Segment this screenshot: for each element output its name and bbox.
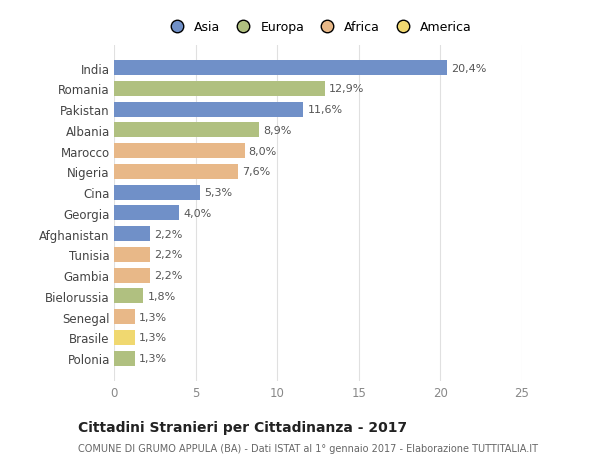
Bar bbox=[114, 227, 150, 241]
Bar bbox=[114, 289, 143, 304]
Bar bbox=[114, 165, 238, 179]
Text: Cittadini Stranieri per Cittadinanza - 2017: Cittadini Stranieri per Cittadinanza - 2… bbox=[78, 420, 407, 434]
Text: 4,0%: 4,0% bbox=[184, 208, 212, 218]
Bar bbox=[114, 123, 259, 138]
Bar bbox=[114, 351, 135, 366]
Bar bbox=[114, 247, 150, 262]
Text: 1,3%: 1,3% bbox=[139, 333, 167, 342]
Text: 20,4%: 20,4% bbox=[451, 64, 487, 73]
Bar bbox=[114, 61, 447, 76]
Text: 8,0%: 8,0% bbox=[248, 146, 277, 157]
Bar bbox=[114, 206, 179, 221]
Text: 2,2%: 2,2% bbox=[154, 229, 182, 239]
Text: 7,6%: 7,6% bbox=[242, 167, 271, 177]
Text: 1,3%: 1,3% bbox=[139, 312, 167, 322]
Bar bbox=[114, 309, 135, 325]
Bar bbox=[114, 268, 150, 283]
Text: 2,2%: 2,2% bbox=[154, 250, 182, 260]
Text: 8,9%: 8,9% bbox=[263, 126, 292, 136]
Text: 1,8%: 1,8% bbox=[148, 291, 176, 301]
Text: 11,6%: 11,6% bbox=[307, 105, 343, 115]
Legend: Asia, Europa, Africa, America: Asia, Europa, Africa, America bbox=[161, 19, 475, 37]
Text: 2,2%: 2,2% bbox=[154, 270, 182, 280]
Bar bbox=[114, 185, 200, 200]
Bar bbox=[114, 102, 304, 118]
Bar bbox=[114, 144, 245, 159]
Bar bbox=[114, 82, 325, 97]
Text: 1,3%: 1,3% bbox=[139, 353, 167, 363]
Text: 5,3%: 5,3% bbox=[205, 188, 233, 198]
Text: COMUNE DI GRUMO APPULA (BA) - Dati ISTAT al 1° gennaio 2017 - Elaborazione TUTTI: COMUNE DI GRUMO APPULA (BA) - Dati ISTAT… bbox=[78, 443, 538, 453]
Text: 12,9%: 12,9% bbox=[329, 84, 364, 94]
Bar bbox=[114, 330, 135, 345]
